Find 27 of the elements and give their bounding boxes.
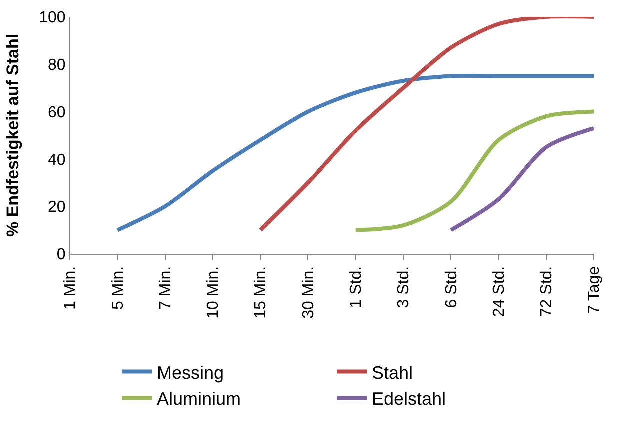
legend-label: Edelstahl (372, 389, 446, 410)
line-series (116, 74, 594, 232)
y-tick-label: 100 (39, 10, 66, 27)
x-tick-label: 3 Std. (396, 266, 413, 308)
line-series (449, 126, 594, 232)
x-tick-label: 10 Min. (205, 266, 222, 319)
x-tick-label: 5 Min. (110, 266, 127, 310)
x-tick-label: 30 Min. (300, 266, 318, 319)
legend-label: Messing (157, 362, 224, 383)
x-tick-label: 7 Tage (586, 266, 604, 314)
x-tick-label: 15 Min. (252, 266, 270, 319)
y-tick-label: 0 (56, 246, 66, 264)
y-tick-label: 60 (48, 104, 66, 122)
legend-label: Aluminium (157, 389, 242, 410)
x-tick-label: 1 Min. (62, 266, 80, 310)
x-tick-label: 6 Std. (443, 266, 460, 308)
line-series (354, 110, 594, 232)
x-tick-label: 1 Std. (348, 266, 366, 308)
y-tick-label: 40 (48, 152, 66, 169)
y-tick-label: 20 (48, 199, 66, 216)
x-tick-label: 72 Std. (538, 266, 556, 318)
line-series (258, 17, 594, 232)
y-tick-label: 80 (48, 57, 66, 74)
legend-label: Stahl (372, 362, 414, 383)
y-axis-title: % Endfestigkeit auf Stahl (4, 34, 23, 238)
x-tick-label: 24 Std. (490, 266, 508, 318)
x-tick-label: 7 Min. (157, 266, 174, 310)
